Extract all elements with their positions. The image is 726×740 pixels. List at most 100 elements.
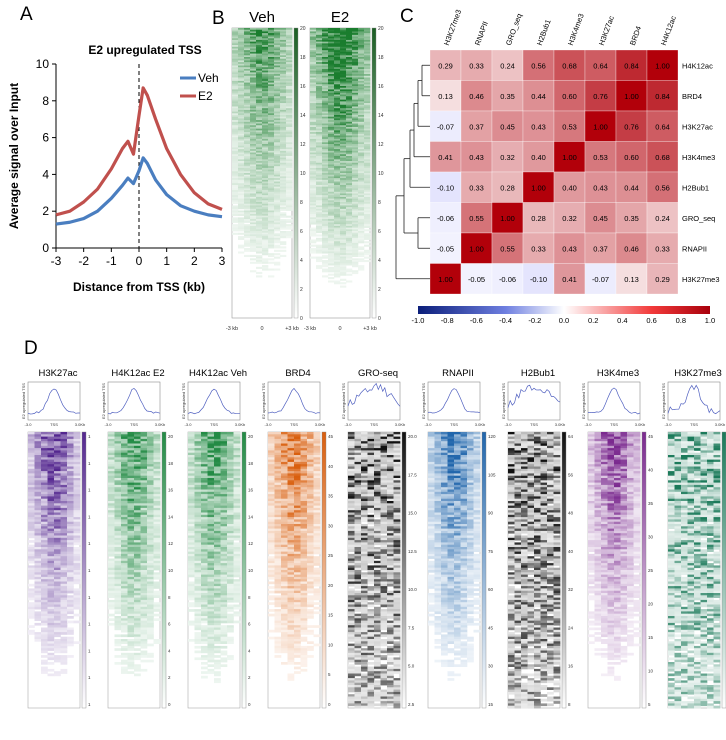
heatmap-cell (238, 155, 245, 159)
heatmap-cell (67, 590, 74, 594)
heatmap-cell (250, 258, 257, 261)
heatmap-cell (286, 162, 293, 165)
heatmap-cell (280, 176, 287, 179)
heatmap-cell (238, 198, 245, 201)
colorbar-tick: 10 (168, 568, 174, 573)
heatmap-cell (268, 48, 275, 51)
heatmap-cell (352, 178, 359, 181)
heatmap-cell (41, 590, 48, 594)
heatmap-cell (262, 268, 269, 271)
heatmap-cell (310, 46, 317, 49)
heatmap-cell (220, 464, 228, 467)
heatmap-cell (334, 33, 341, 36)
heatmap-cell (274, 169, 281, 172)
heatmap-cell (256, 196, 263, 199)
heatmap-cell (280, 39, 287, 43)
heatmap-cell (134, 567, 141, 571)
heatmap-cell (220, 471, 228, 474)
heatmap-cell (286, 234, 293, 237)
heatmap-cell (41, 616, 48, 619)
heatmap-cell (262, 118, 269, 121)
heatmap-cell (28, 606, 35, 610)
heatmap-cell (121, 579, 128, 582)
matrix-cell-value: 0.41 (438, 153, 453, 162)
heatmap-cell (352, 270, 359, 273)
matrix-row-label: H3K27ac (682, 122, 713, 131)
heatmap-cell (238, 63, 245, 66)
heatmap-cell (34, 602, 42, 605)
heatmap-cell (207, 565, 215, 569)
heatmap-cell (250, 82, 257, 85)
heatmap-cell (328, 65, 335, 68)
heatmap-cell (73, 519, 81, 523)
heatmap-cell (334, 251, 341, 254)
heatmap-cell (286, 178, 293, 181)
heatmap-cell (73, 613, 81, 617)
heatmap-cell (286, 147, 293, 150)
heatmap-cell (73, 471, 81, 474)
heatmap-cell (352, 92, 359, 95)
heatmap-cell (114, 533, 122, 536)
heatmap-cell (67, 445, 74, 449)
heatmap-cell (358, 169, 365, 172)
heatmap-cell (256, 29, 263, 32)
heatmap-cell (274, 159, 281, 162)
heatmap-cell (334, 130, 341, 133)
heatmap-cell (286, 179, 293, 182)
heatmap-cell (73, 547, 81, 550)
heatmap-cell (73, 524, 81, 527)
profile-xtick: TSS (210, 422, 218, 427)
heatmap-cell (60, 611, 68, 615)
heatmap-cell (227, 507, 234, 511)
heatmap-cell (256, 67, 263, 70)
heatmap-cell (268, 58, 275, 61)
heatmap-cell (280, 45, 287, 48)
heatmap-cell (108, 590, 115, 594)
heatmap-cell (108, 533, 115, 536)
matrix-cell-value: -0.05 (468, 275, 485, 284)
heatmap-cell (316, 34, 323, 37)
heatmap-cell (188, 452, 195, 456)
heatmap-cell (352, 162, 359, 165)
heatmap-cell (54, 590, 61, 594)
matrix-cell-value: 1.00 (624, 92, 639, 101)
heatmap-cell (60, 540, 68, 543)
heatmap-cell (346, 121, 353, 124)
heatmap-cell (340, 94, 347, 97)
heatmap-cell (262, 202, 269, 205)
heatmap-cell (60, 645, 68, 649)
heatmap-cell (316, 193, 323, 196)
heatmap-cell (256, 188, 263, 191)
heatmap-cell (250, 43, 257, 46)
heatmap-cell (60, 471, 68, 474)
heatmap-cell (127, 570, 135, 573)
heatmap-cell (334, 179, 341, 182)
heatmap-cell (274, 239, 281, 242)
heatmap-cell (214, 551, 221, 555)
heatmap-cell (41, 563, 48, 566)
heatmap-cell (328, 236, 335, 239)
heatmap-cell (268, 121, 275, 124)
heatmap-cell (41, 551, 48, 555)
heatmap-cell (250, 77, 257, 80)
heatmap-cell (238, 55, 245, 58)
heatmap-cell (250, 234, 257, 237)
heatmap-cell (280, 51, 287, 54)
heatmap-cell (364, 173, 371, 176)
heatmap-cell (310, 219, 317, 222)
heatmap-cell (238, 36, 245, 39)
heatmap-cell (262, 190, 269, 193)
heatmap-cell (153, 609, 161, 612)
heatmap-cell (364, 79, 371, 82)
heatmap-cell (60, 613, 68, 617)
heatmap-cell (60, 501, 68, 504)
heatmap-cell (364, 212, 371, 215)
heatmap-cell (262, 219, 269, 222)
colorbar-tick: 8 (168, 595, 171, 600)
heatmap-cell (220, 521, 228, 525)
heatmap-cell (232, 31, 239, 34)
heatmap-cell (227, 514, 234, 518)
heatmap-cell (280, 96, 287, 99)
heatmap-cell (268, 174, 275, 177)
heatmap-cell (352, 203, 359, 206)
